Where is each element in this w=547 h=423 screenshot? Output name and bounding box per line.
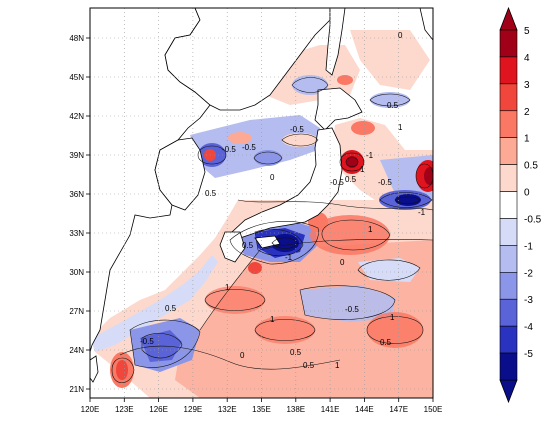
grid-lines xyxy=(90,8,433,398)
lon-tick-label: 123E xyxy=(115,405,134,414)
contour-label: 1 xyxy=(390,313,395,322)
contour-label: 1 xyxy=(360,165,365,174)
colorbar-segment xyxy=(499,137,518,165)
contour-label: 0.5 xyxy=(242,241,254,250)
contour-label: 0.5 xyxy=(303,361,315,370)
colorbar-label: -5 xyxy=(524,349,533,360)
lat-tick-label: 45N xyxy=(69,73,84,82)
colorbar-label: -2 xyxy=(524,268,533,279)
lon-tick-label: 135E xyxy=(252,405,271,414)
lon-tick-label: 129E xyxy=(184,405,203,414)
lon-tick-label: 147E xyxy=(389,405,408,414)
lat-tick-label: 36N xyxy=(69,190,84,199)
colorbar-label: -1 xyxy=(524,241,533,252)
lon-tick-label: 150E xyxy=(424,405,443,414)
colorbar-label: 0 xyxy=(524,188,530,199)
contour-label: 0 xyxy=(240,351,245,360)
contour-label: -0.5 xyxy=(140,337,154,346)
lat-tick-label: 24N xyxy=(69,346,84,355)
colorbar-label: -4 xyxy=(524,322,533,333)
contour-label: -0.5 xyxy=(290,125,304,134)
contour-label: 0.5 xyxy=(387,101,399,110)
contour-label: 1 xyxy=(368,225,373,234)
contour-label: 1 xyxy=(398,123,403,132)
colorbar-max-arrow xyxy=(499,6,518,31)
contour-label: -1 xyxy=(366,151,374,160)
colorbar-segment xyxy=(499,29,518,58)
colorbar-segment xyxy=(499,245,518,273)
contour-label: -0.5 xyxy=(378,178,392,187)
colorbar-label: 0.5 xyxy=(524,161,538,172)
colorbar-label: 5 xyxy=(524,26,530,37)
contour-label: -0.5 xyxy=(345,305,359,314)
colorbar-segment xyxy=(499,164,518,192)
lat-tick-label: 42N xyxy=(69,112,84,121)
colorbar-label: 1 xyxy=(524,134,530,145)
contour-label: 0.5 xyxy=(205,189,217,198)
contour-label: -0.5 xyxy=(330,178,344,187)
contour-label: 0.5 xyxy=(290,348,302,357)
contour-label: 0.5 xyxy=(380,338,392,347)
contour-label: 1 xyxy=(335,361,340,370)
colorbar-segment xyxy=(499,110,518,138)
lon-tick-label: 132E xyxy=(218,405,237,414)
lat-tick-label: 33N xyxy=(69,229,84,238)
axis-ticks xyxy=(86,37,434,402)
contour-label: 1 xyxy=(270,315,275,324)
colorbar-segment xyxy=(499,325,518,354)
lat-tick-label: 27N xyxy=(69,307,84,316)
colorbar-segment xyxy=(499,191,518,219)
lon-tick-label: 138E xyxy=(286,405,305,414)
contour-label: 0 xyxy=(398,31,403,40)
contour-label: -1 xyxy=(285,253,293,262)
lon-tick-label: 120E xyxy=(81,405,100,414)
lon-tick-label: 126E xyxy=(149,405,168,414)
colorbar-label: 4 xyxy=(524,53,530,64)
lon-tick-labels: 120E 123E 126E 129E 132E 135E 138E 141E … xyxy=(81,405,443,414)
colorbar-segment xyxy=(499,272,518,300)
colorbar-segment xyxy=(499,56,518,85)
colorbar-label: -3 xyxy=(524,295,533,306)
lon-tick-label: 144E xyxy=(355,405,374,414)
colorbar-min-arrow xyxy=(499,379,518,404)
contour-label: -0.5 xyxy=(242,143,256,152)
land-mask xyxy=(90,8,433,383)
lat-tick-label: 30N xyxy=(69,268,84,277)
lat-tick-labels: 21N 24N 27N 30N 33N 36N 39N 42N 45N 48N xyxy=(69,34,84,394)
colorbar-segment xyxy=(499,298,518,327)
contour-label: -0.5 xyxy=(222,145,236,154)
lat-tick-label: 48N xyxy=(69,34,84,43)
lat-tick-label: 39N xyxy=(69,151,84,160)
colorbar-label: 3 xyxy=(524,80,530,91)
contour-label: 0.5 xyxy=(345,175,357,184)
lat-tick-label: 21N xyxy=(69,385,84,394)
plot-area: 0 0.5 -0.5 1 -1 -0.5 0 0.5 1 -1 0.5 1 0.… xyxy=(90,8,433,398)
contour-label: 1 xyxy=(225,283,230,292)
colorbar-label: -0.5 xyxy=(524,214,542,225)
colorbar-segment xyxy=(499,83,518,112)
colorbar: 5 4 3 2 1 0.5 0 -0.5 -1 -2 -3 -4 -5 xyxy=(499,6,542,404)
contour-label: 0 xyxy=(270,173,275,182)
lon-tick-label: 141E xyxy=(321,405,340,414)
contour-label: 0.5 xyxy=(165,304,177,313)
contour-label: 0 xyxy=(340,258,345,267)
contour-labels: 0 0.5 -0.5 1 -1 -0.5 0 0.5 1 -1 0.5 1 0.… xyxy=(140,31,426,370)
contour-label: -1 xyxy=(418,208,426,217)
colorbar-segment xyxy=(499,218,518,246)
colorbar-label: 2 xyxy=(524,107,530,118)
colorbar-segment xyxy=(499,352,518,381)
